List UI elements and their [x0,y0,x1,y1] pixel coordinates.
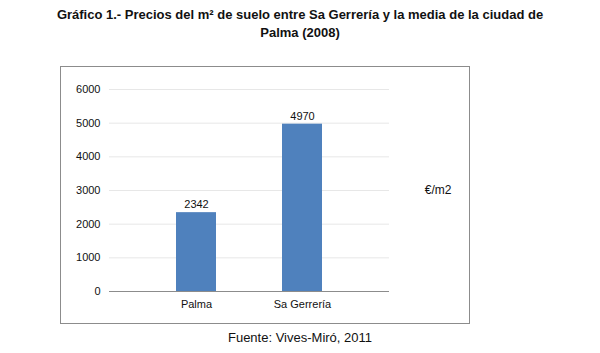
svg-text:5000: 5000 [76,117,100,129]
html-text:Fuente: Vives-Miró, 2011: Fuente: Vives-Miró, 2011 [228,330,372,345]
svg-text:0: 0 [94,285,100,297]
svg-text:6000: 6000 [76,83,100,95]
svg-text:€/m2: €/m2 [425,183,452,197]
svg-text:4000: 4000 [76,150,100,162]
svg-text:4970: 4970 [290,110,314,122]
svg-text:2000: 2000 [76,218,100,230]
svg-text:1000: 1000 [76,251,100,263]
svg-text:3000: 3000 [76,184,100,196]
svg-text:2342: 2342 [184,198,208,210]
svg-text:Palma: Palma [181,298,213,310]
svg-text:Sa Gerrería: Sa Gerrería [274,298,332,310]
html-text:Gráfico 1.- Precios del m² de: Gráfico 1.- Precios del m² de suelo entr… [56,7,544,40]
